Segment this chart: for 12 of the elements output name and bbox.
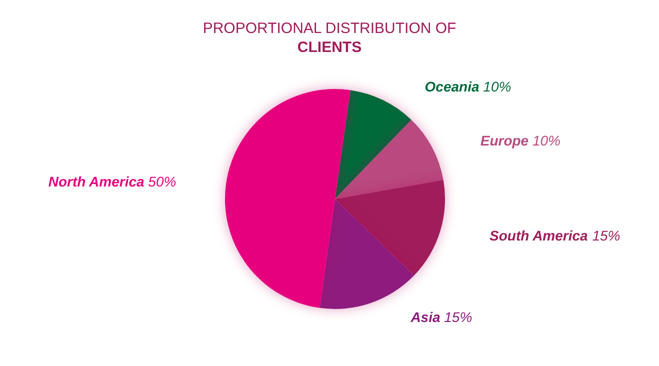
data-label: 10% — [532, 132, 561, 148]
data-label: 15% — [592, 228, 620, 244]
chart-title: PROPORTIONAL DISTRIBUTION OF — [202, 20, 456, 37]
slice-label: Europe — [480, 132, 529, 148]
slice-label: Oceania — [424, 78, 480, 95]
data-label: 10% — [483, 78, 512, 95]
slice-label: South America — [490, 228, 588, 244]
data-label: 15% — [444, 309, 472, 326]
chart-subtitle: CLIENTS — [297, 39, 362, 56]
slice-label: Asia — [410, 309, 440, 326]
slice-label: North America — [48, 174, 145, 190]
data-label: 50% — [148, 174, 176, 190]
